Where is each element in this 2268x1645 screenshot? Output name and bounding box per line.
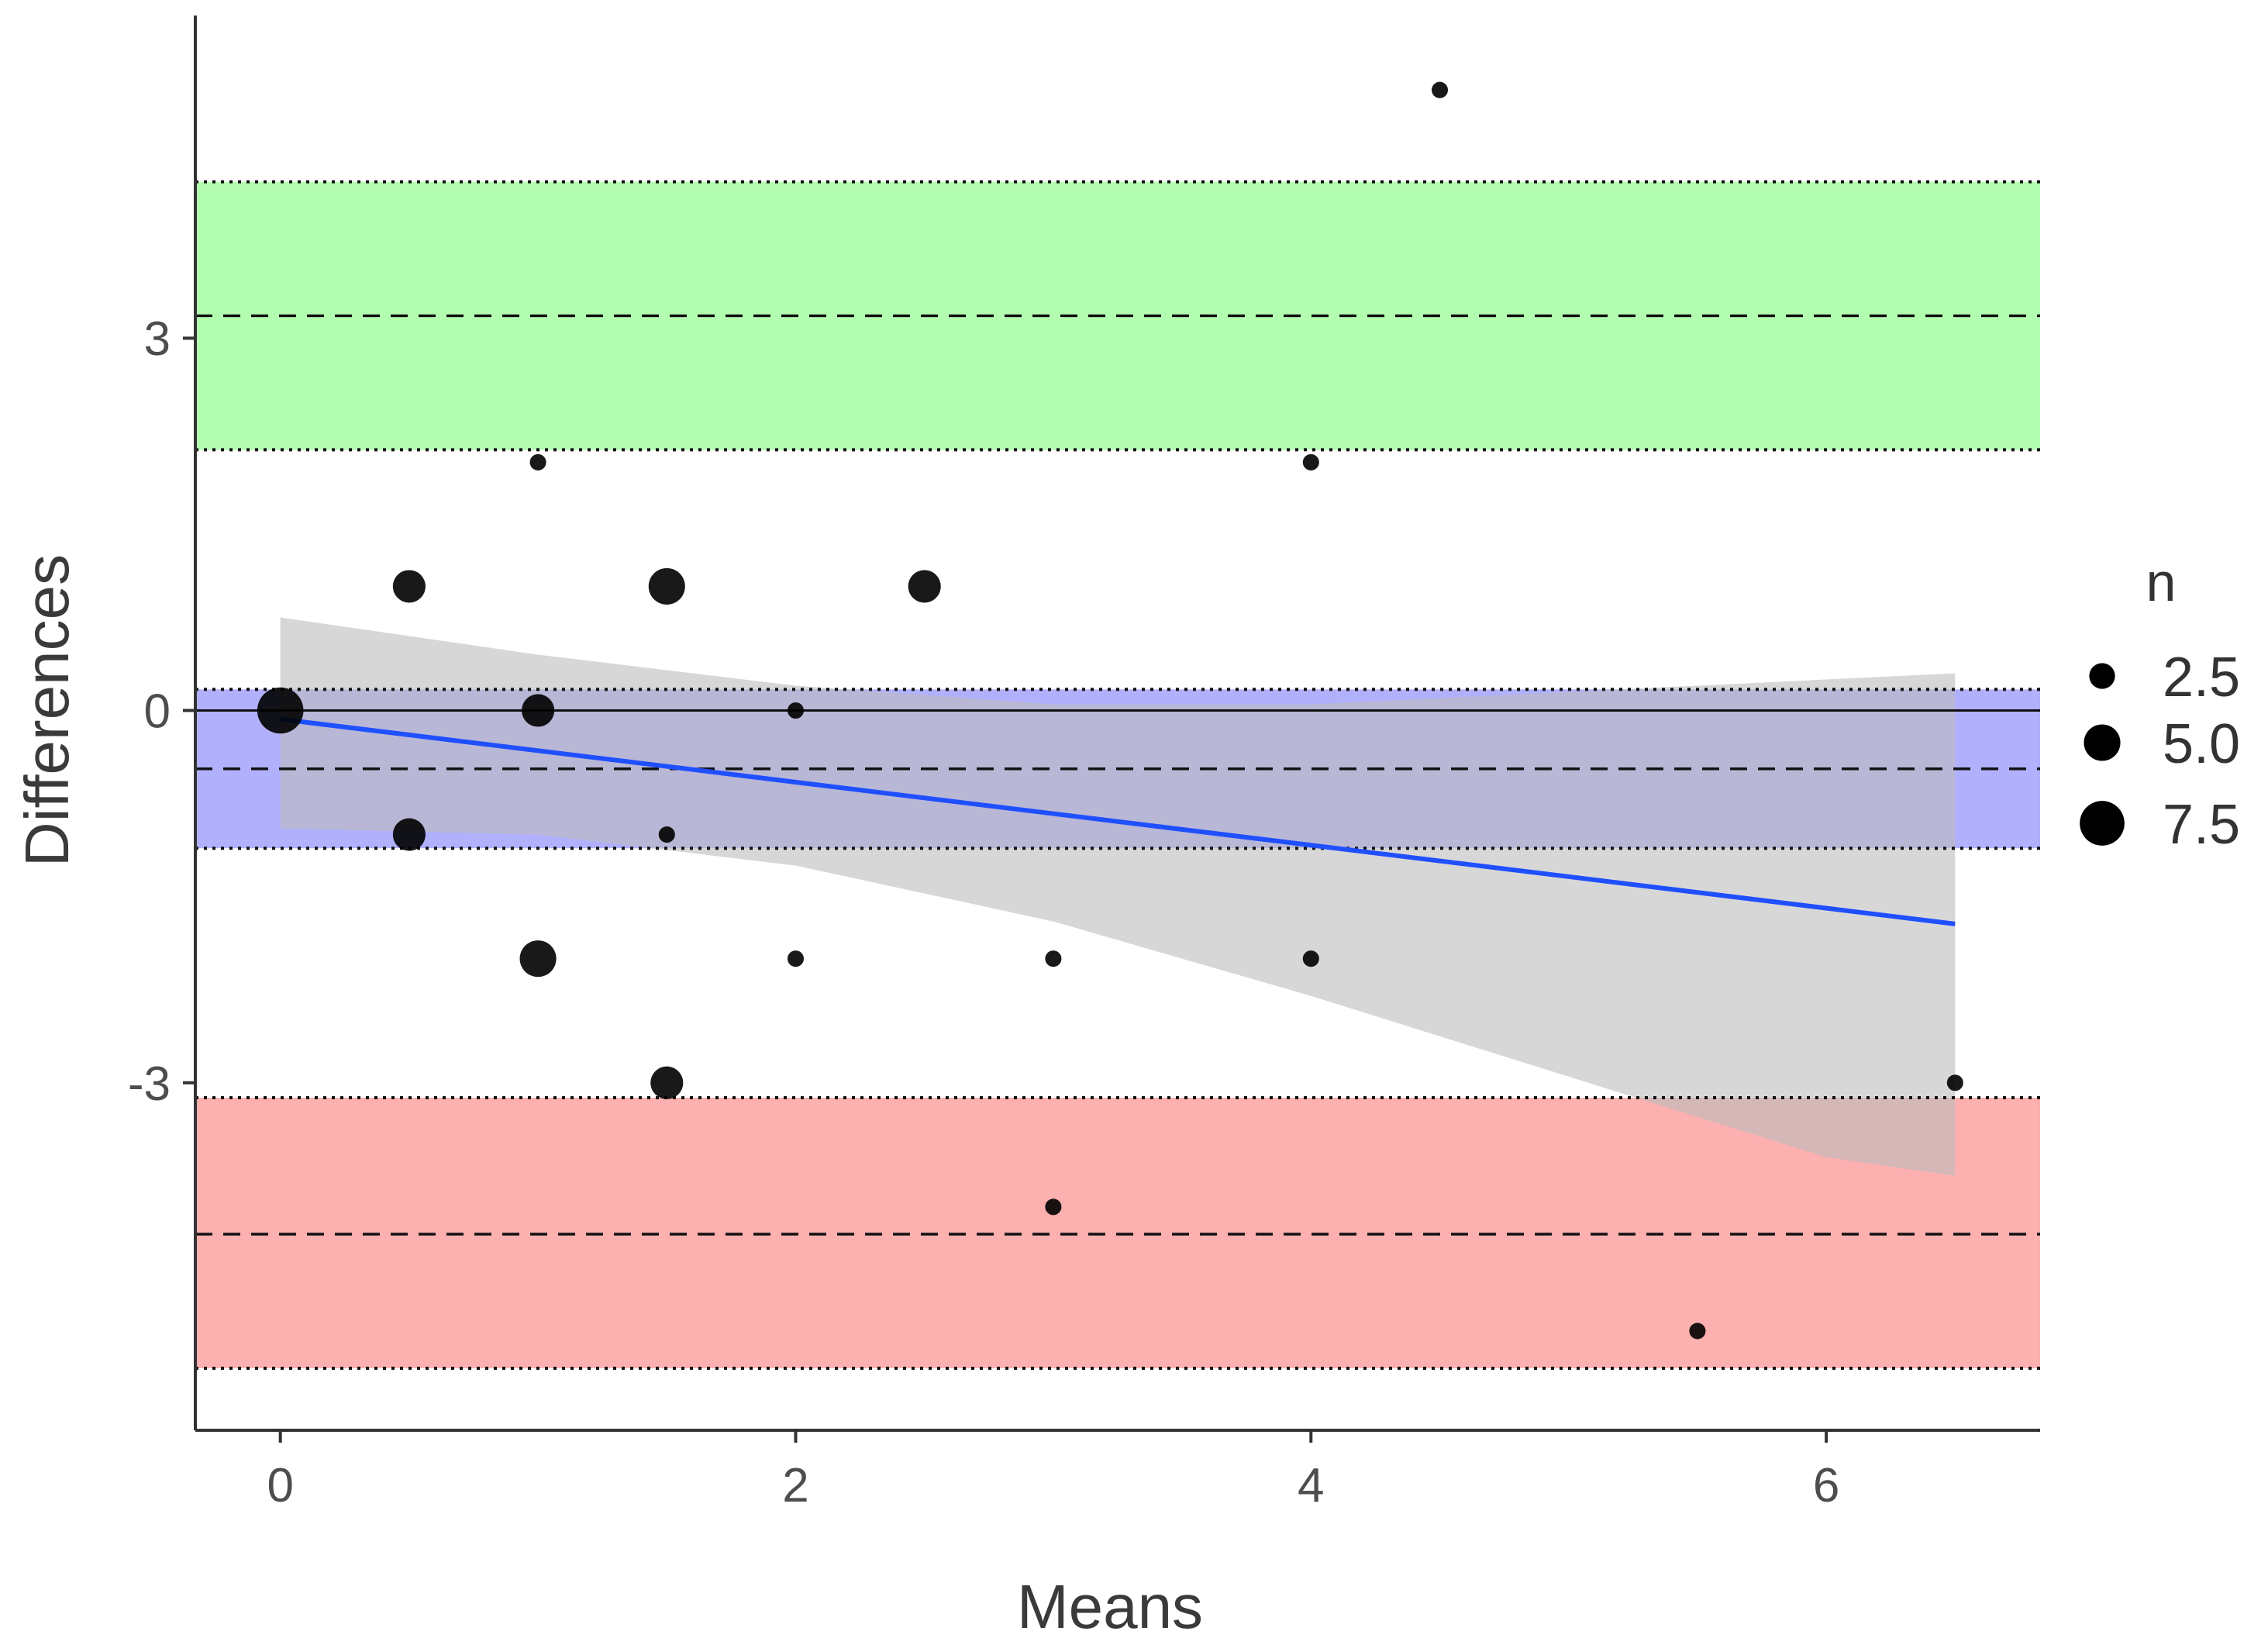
point-11: [908, 570, 941, 603]
point-15: [1302, 950, 1319, 967]
x-tick-label-0: 0: [267, 1459, 293, 1512]
legend-title: n: [2146, 552, 2177, 612]
point-8: [650, 1066, 684, 1099]
point-2: [392, 818, 426, 851]
legend-label-2: 7.5: [2163, 794, 2240, 856]
point-3: [529, 453, 546, 471]
point-18: [1946, 1074, 1963, 1091]
regression-ci-layer: [280, 617, 1956, 1176]
y-tick-label-1: 0: [144, 685, 171, 738]
point-10: [787, 950, 805, 967]
point-16: [1431, 81, 1449, 98]
regression-layer: [280, 716, 1956, 926]
legend-label-1: 5.0: [2163, 713, 2240, 775]
x-tick-label-1: 2: [782, 1459, 808, 1512]
legend-key-2: [2080, 801, 2125, 846]
y-tick-label-2: -3: [128, 1057, 171, 1111]
point-17: [1689, 1323, 1706, 1340]
point-14: [1302, 453, 1319, 471]
point-13: [1045, 1198, 1062, 1216]
point-5: [519, 940, 557, 978]
data-points: [257, 81, 1963, 1340]
point-0: [257, 687, 304, 734]
x-tick-label-3: 6: [1813, 1459, 1839, 1512]
point-9: [787, 702, 805, 719]
legend-key-0: [2089, 663, 2115, 689]
point-6: [648, 567, 685, 605]
regression-line: [280, 716, 1956, 926]
x-axis-title: Means: [1017, 1572, 1203, 1641]
regression-ci-ribbon: [280, 617, 1956, 1176]
legend-label-0: 2.5: [2163, 647, 2240, 709]
reference-lines: [195, 180, 2040, 1370]
point-12: [1045, 950, 1062, 967]
legend-key-1: [2084, 724, 2121, 761]
point-4: [522, 694, 555, 727]
y-tick-label-0: 3: [144, 312, 171, 366]
size-legend: n 2.55.0 7.5: [2080, 552, 2240, 856]
point-1: [392, 570, 426, 603]
axes: 0 2 4 6 3 0 -3 Means Differences: [12, 16, 2040, 1641]
y-axis-title: Differences: [12, 554, 81, 867]
x-tick-label-2: 4: [1298, 1459, 1324, 1512]
point-7: [658, 826, 675, 843]
